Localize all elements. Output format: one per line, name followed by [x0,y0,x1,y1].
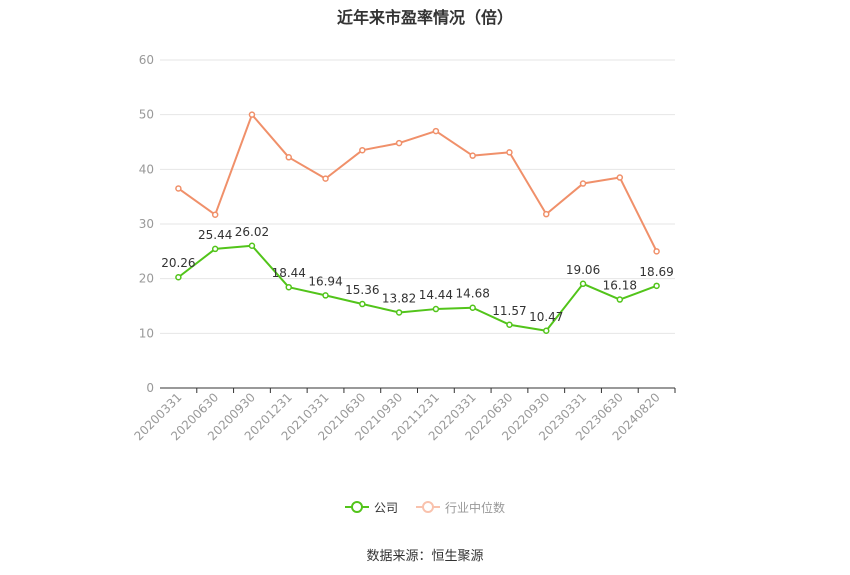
data-point-industry-median [248,111,256,118]
data-point-industry-median [616,174,624,181]
legend-label-company: 公司 [373,500,398,515]
series-line-industry-median [177,113,658,252]
data-label: 10.47 [529,310,563,324]
data-point-company [285,283,292,291]
data-source: 数据来源：恒生聚源 [366,549,484,564]
series-layer [175,111,660,335]
data-point-industry-median [395,139,403,147]
y-tick-label: 30 [139,217,154,231]
y-tick-label: 0 [146,381,154,395]
grid-layer [160,59,675,334]
data-label: 16.94 [308,274,342,288]
data-point-company [359,300,366,308]
data-point-company [653,282,660,290]
data-point-industry-median [543,210,550,218]
data-label: 18.44 [272,266,306,280]
data-label: 14.44 [419,288,453,302]
data-point-company [579,280,587,288]
data-label: 16.18 [603,279,637,293]
data-point-company [506,321,513,329]
data-point-industry-median [432,127,440,135]
y-tick-label: 50 [139,108,154,122]
data-point-industry-median [506,149,513,156]
data-label: 26.02 [235,225,269,239]
legend: 公司 行业中位数 [0,497,850,517]
legend-item-industry-median[interactable]: 行业中位数 [416,499,505,516]
data-label: 18.69 [639,265,673,279]
legend-swatch-industry-median [416,500,440,514]
y-tick-label: 40 [139,162,154,176]
y-tick-label: 10 [139,326,154,340]
legend-item-company[interactable]: 公司 [344,499,398,516]
data-point-company [543,327,550,335]
data-point-company [616,296,624,303]
data-point-industry-median [285,154,292,161]
data-point-company [395,309,403,316]
data-point-company [322,292,329,299]
y-tick-label: 60 [139,53,154,67]
data-point-industry-median [175,185,182,192]
data-label: 13.82 [382,291,416,305]
data-label: 11.57 [492,304,526,318]
data-point-company [248,242,256,250]
data-point-industry-median [322,175,329,182]
series-line-company [177,244,657,332]
data-label: 20.26 [161,256,195,270]
legend-swatch-company [344,500,369,514]
chart-title: 近年来市盈率情况（倍） [336,8,513,27]
data-label: 19.06 [566,263,600,277]
legend-label-industry-median: 行业中位数 [445,500,506,515]
data-label: 14.68 [455,287,489,301]
data-point-company [211,245,219,253]
data-point-industry-median [469,152,476,159]
data-point-company [432,305,440,313]
data-point-company [469,304,476,311]
data-point-industry-median [653,248,660,255]
data-label: 15.36 [345,283,379,297]
data-point-industry-median [359,146,366,154]
data-label: 25.44 [198,228,232,242]
data-point-industry-median [579,180,587,187]
data-point-company [175,273,182,281]
data-point-industry-median [211,211,219,218]
y-tick-label: 20 [139,272,154,286]
